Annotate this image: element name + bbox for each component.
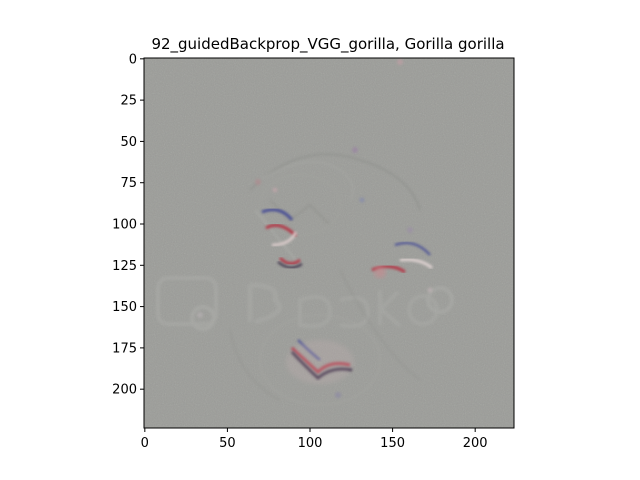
y-tick-label: 150 xyxy=(112,300,137,315)
y-tick-label: 75 xyxy=(120,176,137,191)
y-tick-label: 25 xyxy=(120,94,137,109)
y-tick-label: 175 xyxy=(112,341,137,356)
y-tick-label: 0 xyxy=(129,52,137,67)
x-tick-label: 100 xyxy=(298,436,323,451)
y-tick-label: 200 xyxy=(112,383,137,398)
left-eye-highlight xyxy=(261,208,303,269)
x-tick-label: 200 xyxy=(463,436,488,451)
speckles xyxy=(197,59,433,398)
y-axis: 0 25 50 75 100 125 150 175 200 xyxy=(112,52,144,398)
y-tick-label: 125 xyxy=(112,259,137,274)
x-tick-label: 150 xyxy=(380,436,405,451)
axes-frame xyxy=(143,57,515,429)
y-tick-label: 50 xyxy=(120,135,137,150)
y-tick-label: 100 xyxy=(112,218,137,233)
x-tick-label: 0 xyxy=(141,436,149,451)
saliency-image xyxy=(144,58,514,428)
watermark-logo xyxy=(156,276,454,331)
x-tick-label: 50 xyxy=(219,436,236,451)
x-axis: 0 50 100 150 200 xyxy=(141,428,488,451)
nose-highlight xyxy=(286,339,354,384)
figure-title: 92_guidedBackprop_VGG_gorilla, Gorilla g… xyxy=(151,35,504,54)
right-eye-highlight xyxy=(371,242,433,278)
